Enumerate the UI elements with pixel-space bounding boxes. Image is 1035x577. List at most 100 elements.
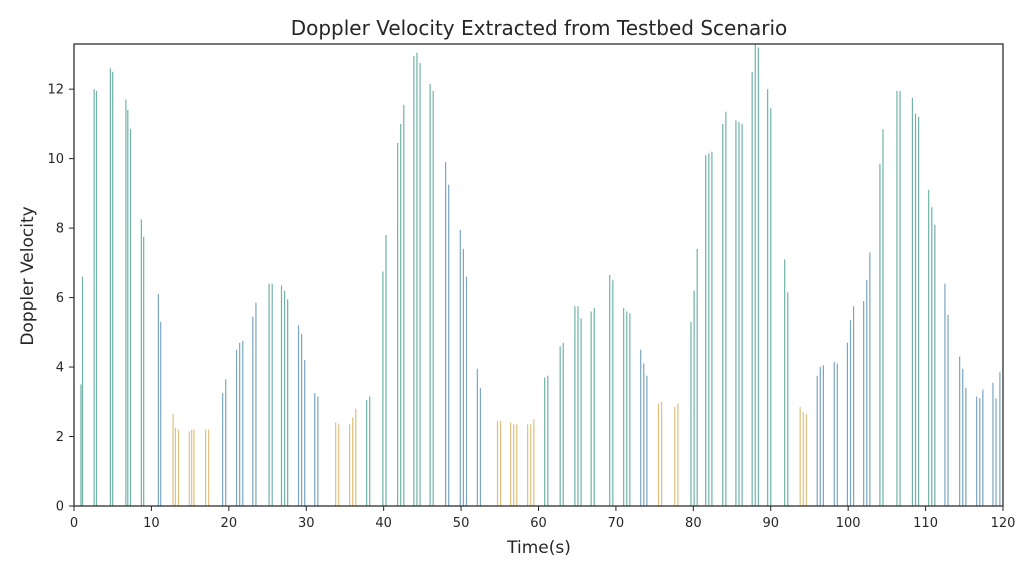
bar-134 [947,314,949,506]
bar-36 [314,393,316,506]
y-tick-label-6: 6 [56,291,64,306]
bar-85 [643,363,645,506]
bar-39 [338,424,340,506]
bar-119 [852,306,855,506]
bar-117 [846,342,848,506]
bar-80 [612,280,614,506]
bar-33 [297,325,300,506]
bar-11 [157,294,159,506]
bar-106 [770,108,772,506]
bar-109 [799,407,801,506]
bar-68 [530,424,532,506]
bar-17 [191,429,193,506]
bar-21 [222,393,224,506]
bar-137 [965,387,967,506]
bar-130 [928,189,930,506]
bar-89 [674,407,676,506]
bar-73 [562,342,564,506]
x-tick-label-60: 60 [530,516,547,531]
x-tick-label-110: 110 [913,516,938,531]
bar-133 [944,283,946,506]
bar-16 [188,431,190,506]
x-tick-label-0: 0 [70,516,78,531]
bar-31 [283,290,286,506]
bar-142 [995,398,997,506]
y-tick-label-8: 8 [56,222,64,237]
bar-50 [413,56,415,506]
bar-90 [677,403,679,506]
y-axis-label: Doppler Velocity [18,206,38,345]
bar-123 [879,163,881,506]
bar-126 [899,90,901,506]
bar-67 [527,424,529,506]
bar-63 [499,420,502,506]
bar-0 [80,384,82,506]
bar-84 [640,349,642,506]
bar-23 [235,349,238,506]
x-axis: 0 10 20 30 40 50 60 70 80 90 100 110 120 [70,506,1015,531]
bar-86 [646,375,648,506]
bar-75 [577,306,579,506]
bar-62 [496,420,499,506]
x-tick-label-70: 70 [608,516,625,531]
bar-143 [999,372,1001,506]
bar-71 [547,375,549,506]
bar-40 [349,424,351,506]
bar-141 [992,382,994,506]
bar-94 [705,155,707,506]
y-axis: 0 2 4 6 8 10 12 [47,83,74,515]
bar-6 [125,99,127,506]
bar-60 [476,368,478,506]
bar-113 [819,367,821,506]
bar-101 [741,123,743,506]
bars-layer [80,44,1001,507]
bar-100 [738,122,740,506]
bar-43 [366,400,368,506]
bar-3 [95,90,98,506]
bar-65 [513,424,515,506]
bar-58 [462,248,465,506]
bar-27 [255,302,257,506]
bar-28 [268,283,270,506]
x-tick-label-50: 50 [453,516,470,531]
bar-59 [465,276,468,506]
bar-95 [708,153,710,507]
bar-138 [976,396,978,506]
bar-103 [754,44,756,506]
bar-41 [352,417,354,506]
bar-30 [280,285,283,506]
bar-76 [580,318,582,506]
bar-35 [304,360,306,506]
bar-46 [385,235,387,507]
bar-2 [93,89,95,506]
bar-97 [722,123,724,506]
bar-10 [143,236,145,507]
y-tick-label-12: 12 [47,83,64,98]
bar-78 [593,308,595,506]
bar-8 [129,129,132,507]
bar-87 [657,403,660,506]
bar-37 [317,396,319,506]
bar-5 [112,71,114,506]
bar-54 [432,90,434,506]
bar-7 [127,110,129,506]
bar-15 [177,429,180,506]
bar-110 [802,412,804,506]
bar-112 [816,375,818,506]
y-tick-label-0: 0 [56,500,64,515]
bar-91 [690,321,692,506]
bar-45 [382,271,384,506]
x-axis-label: Time(s) [506,538,571,558]
bar-61 [479,387,482,506]
bar-111 [805,413,807,506]
bar-19 [205,429,207,506]
y-tick-label-2: 2 [56,430,64,445]
bar-32 [287,299,289,506]
bar-125 [896,90,898,506]
bar-29 [271,283,273,506]
bar-139 [979,398,981,506]
bar-115 [833,361,835,506]
bar-107 [784,259,786,506]
bar-69 [533,419,535,506]
